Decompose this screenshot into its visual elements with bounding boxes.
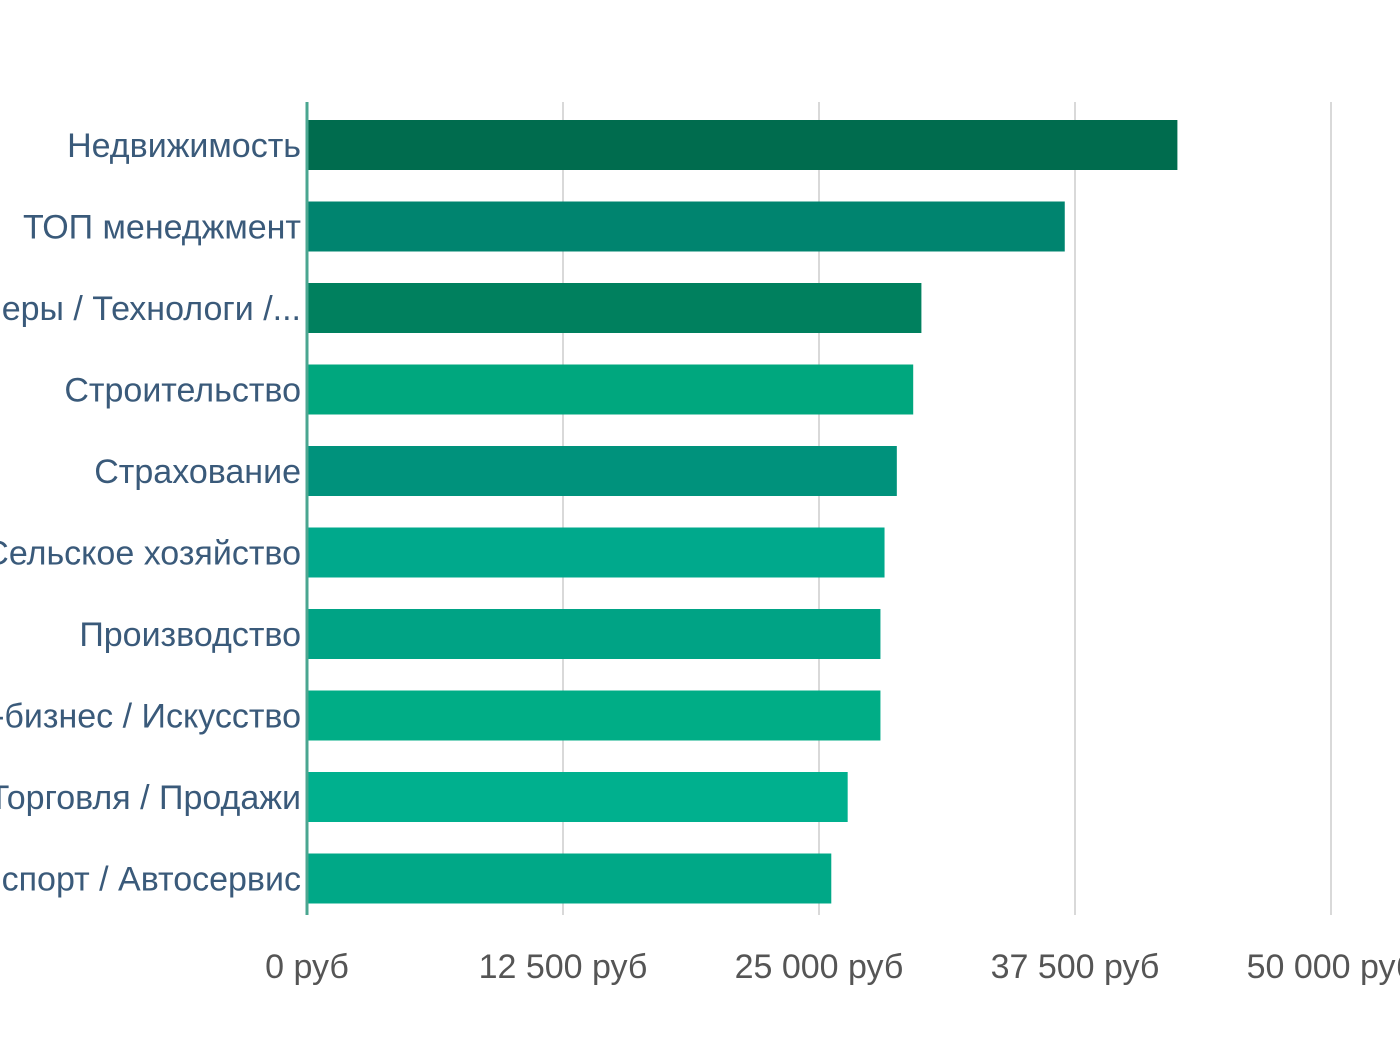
bar <box>307 690 881 741</box>
category-label: Страхование <box>94 453 301 491</box>
category-label: Торговля / Продажи <box>0 779 301 817</box>
bar <box>307 772 848 822</box>
bar <box>307 446 897 496</box>
bar <box>307 201 1065 252</box>
category-label: Недвижимость <box>67 127 301 165</box>
bar <box>307 609 881 659</box>
category-label: Транспорт / Автосервис <box>0 861 301 899</box>
x-tick-label: 25 000 руб <box>735 948 904 986</box>
bar <box>307 283 922 333</box>
x-tick-label: 50 000 руб <box>1247 948 1400 986</box>
category-label: Строительство <box>64 372 301 410</box>
category-label: Производство <box>79 616 301 654</box>
x-tick-label: 12 500 руб <box>479 948 648 986</box>
bar <box>307 364 914 415</box>
tick-labels: 0 руб 12 500 руб 25 000 руб 37 500 руб 50 00… <box>265 948 1400 986</box>
bar <box>307 120 1178 170</box>
bars <box>307 120 1178 904</box>
x-tick-label: 0 руб <box>265 948 349 986</box>
category-labels: Недвижимость ТОП менеджмент Инженеры / Тех… <box>0 127 301 899</box>
category-label: Инженеры / Технологи /... <box>0 290 301 328</box>
category-label: Сельское хозяйство <box>0 535 301 573</box>
x-tick-label: 37 500 руб <box>991 948 1160 986</box>
category-label: Шоу-бизнес / Искусство <box>0 698 301 736</box>
category-label: ТОП менеджмент <box>23 209 301 247</box>
bar <box>307 527 885 578</box>
bar <box>307 853 832 904</box>
